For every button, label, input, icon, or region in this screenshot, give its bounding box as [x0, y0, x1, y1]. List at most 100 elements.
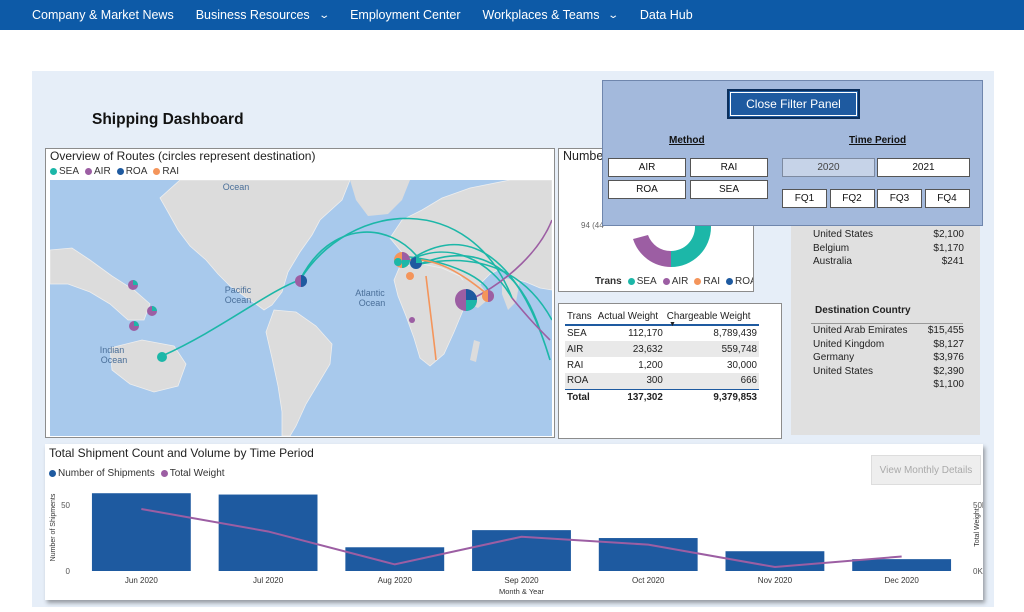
table-row[interactable]: RAI 1,200 30,000 — [565, 357, 759, 373]
table-cell: 559,748 — [664, 341, 759, 357]
route-sea — [419, 254, 541, 331]
legend-dot-icon — [662, 278, 670, 285]
legend-label: ROA — [735, 276, 753, 287]
top-nav: Company & Market News Business Resources ⌄… — [0, 0, 1024, 30]
legend-item[interactable]: SEA — [627, 276, 657, 287]
destination-country-row: United Arab Emirates $15,455 — [813, 325, 964, 336]
column-header[interactable]: Chargeable Weight — [664, 309, 759, 326]
donut-slice-air — [633, 235, 671, 267]
year-filter-2021-button[interactable]: 2021 — [877, 158, 970, 177]
ocean-label: Atlantic — [355, 288, 385, 298]
bar-shipments[interactable] — [218, 494, 318, 571]
table-row[interactable]: AIR 23,632 559,748 — [565, 341, 759, 357]
legend-dot-icon — [694, 278, 702, 285]
world-map[interactable]: Ocean Pacific Ocean Atlantic Ocean India… — [50, 180, 552, 436]
nav-item-label: Employment Center — [350, 8, 461, 22]
bar-shipments[interactable] — [725, 551, 825, 571]
ocean-label: Ocean — [225, 295, 252, 305]
south-america-land — [265, 309, 333, 436]
legend-label: SEA — [636, 276, 657, 287]
bar-shipments[interactable] — [345, 547, 445, 571]
country-value: $2,100 — [933, 229, 964, 240]
table-row[interactable]: SEA 112,170 8,789,439 — [565, 325, 759, 341]
table-cell: 300 — [595, 373, 665, 389]
column-header[interactable]: Actual Weight — [595, 309, 665, 326]
africa-land — [393, 263, 471, 367]
x-axis-tick-label: Dec 2020 — [885, 576, 920, 585]
legend-label: RAI — [162, 166, 180, 177]
legend-label: AIR — [94, 166, 111, 177]
legend-label: AIR — [671, 276, 689, 287]
method-filter-rai-button[interactable]: RAI — [690, 158, 768, 177]
method-filter-sea-button[interactable]: SEA — [690, 180, 768, 199]
quarter-filter-fq2-button[interactable]: FQ2 — [829, 189, 875, 208]
table-cell: 9,379,853 — [664, 388, 759, 405]
country-name: Australia — [813, 256, 852, 267]
bar-shipments[interactable] — [852, 559, 952, 571]
legend-dot-icon — [50, 168, 57, 175]
x-axis-tick-label: Sep 2020 — [504, 576, 539, 585]
legend-label: RAI — [703, 276, 721, 287]
divider — [811, 323, 963, 324]
table-cell: ROA — [565, 373, 596, 389]
bottom-chart-legend: Number of Shipments Total Weight — [49, 468, 231, 479]
table-total-row: Total 137,302 9,379,853 — [565, 388, 759, 405]
madagascar-land — [470, 340, 480, 362]
y-axis-tick-label: 0 — [66, 567, 71, 576]
legend-item[interactable]: RAI — [153, 166, 179, 177]
nav-item[interactable]: Company & Market News — [32, 8, 174, 22]
route-sea — [161, 279, 301, 357]
legend-item[interactable]: AIR — [662, 276, 689, 287]
table-cell: Total — [565, 388, 596, 405]
destination-marker — [406, 272, 414, 280]
x-axis-tick-label: Nov 2020 — [758, 576, 793, 585]
legend-item[interactable]: Total Weight — [160, 468, 225, 479]
destination-marker — [157, 352, 167, 362]
table-cell: 666 — [664, 373, 759, 389]
country-value: $1,100 — [933, 379, 964, 390]
quarter-filter-fq4-button[interactable]: FQ4 — [924, 189, 970, 208]
quarter-filter-fq1-button[interactable]: FQ1 — [782, 189, 827, 208]
table-cell: 112,170 — [628, 328, 663, 339]
legend-item[interactable]: AIR — [85, 166, 111, 177]
legend-item[interactable]: ROA — [116, 166, 148, 177]
legend-label: ROA — [125, 166, 148, 177]
origin-country-row: Australia $241 — [813, 256, 964, 267]
nav-item[interactable]: Workplaces & Teams ⌄ — [483, 8, 620, 22]
line-total-weight[interactable] — [141, 508, 902, 569]
close-filter-panel-button[interactable]: Close Filter Panel — [727, 89, 860, 119]
nav-item[interactable]: Business Resources ⌄ — [196, 8, 330, 22]
legend-item[interactable]: SEA — [50, 166, 79, 177]
filter-panel: Close Filter Panel Method Time Period AI… — [602, 80, 983, 226]
country-name: United States — [813, 365, 874, 377]
legend-item[interactable]: ROA — [726, 276, 753, 287]
legend-item[interactable]: Number of Shipments — [49, 468, 155, 479]
route-sea — [299, 231, 421, 281]
quarter-filter-fq3-button[interactable]: FQ3 — [877, 189, 922, 208]
legend-dot-icon — [116, 168, 124, 175]
nav-item[interactable]: Employment Center — [350, 8, 460, 22]
legend-item[interactable]: RAI — [694, 276, 720, 287]
y2-axis-tick-label: 50K — [973, 501, 983, 510]
routes-map-panel[interactable]: Overview of Routes (circles represent de… — [45, 148, 555, 438]
view-monthly-details-button[interactable]: View Monthly Details — [871, 455, 981, 485]
weights-table: Trans Actual Weight Chargeable Weight SE… — [565, 309, 759, 405]
destination-country-title: Destination Country — [815, 305, 911, 316]
route-air — [469, 219, 552, 301]
legend-dot-icon — [160, 470, 168, 477]
method-filter-air-button[interactable]: AIR — [608, 158, 686, 177]
legend-label: Total Weight — [169, 468, 225, 479]
country-value: $8,127 — [933, 338, 964, 350]
destination-marker — [409, 317, 415, 323]
bar-shipments[interactable] — [91, 493, 191, 571]
destination-country-row: United States $2,390 — [813, 366, 964, 377]
table-row[interactable]: ROA 300 666 — [565, 373, 759, 389]
nav-item[interactable]: Data Hub — [640, 8, 693, 22]
column-header[interactable]: Trans — [565, 309, 596, 326]
country-name: United Kingdom — [813, 338, 885, 350]
method-filter-roa-button[interactable]: ROA — [608, 180, 686, 199]
legend-dot-icon — [49, 470, 56, 477]
table-cell: 1,200 — [638, 359, 663, 371]
table-cell: AIR — [565, 341, 596, 357]
year-filter-2020-button[interactable]: 2020 — [782, 158, 875, 177]
